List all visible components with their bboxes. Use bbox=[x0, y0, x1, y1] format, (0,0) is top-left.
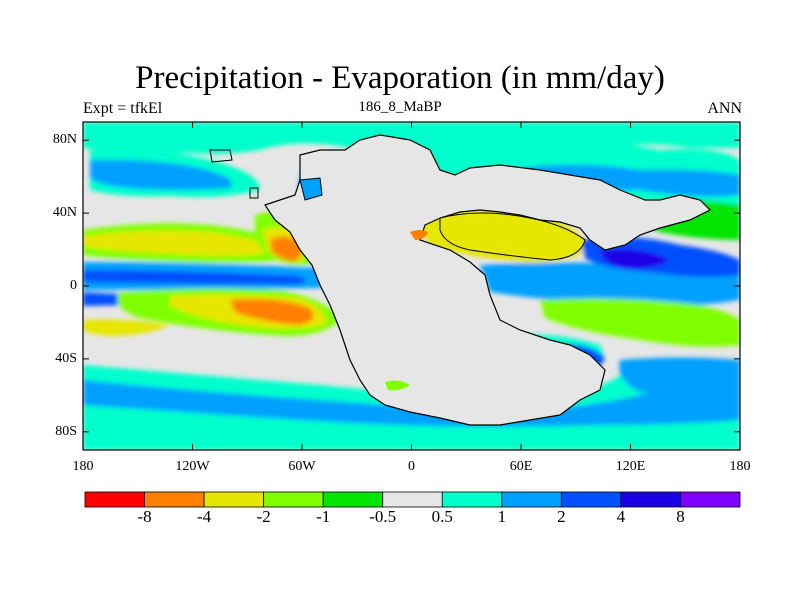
colorbar-level-label: -8 bbox=[137, 507, 152, 526]
colorbar-box bbox=[144, 491, 205, 508]
lon-tick-label: 120W bbox=[175, 459, 210, 474]
experiment-label: Expt = tfkEl bbox=[83, 100, 163, 117]
lat-tick-label: 40S bbox=[55, 350, 77, 366]
lon-tick-label: 120E bbox=[615, 459, 646, 474]
north-pacific-storm-track bbox=[90, 159, 232, 190]
lon-tick-label: 180 bbox=[729, 459, 751, 474]
east-monsoon-core bbox=[600, 248, 670, 269]
colorbar-level-label: -4 bbox=[196, 507, 212, 526]
lon-tick-label: 60W bbox=[288, 459, 316, 474]
colorbar-box bbox=[322, 491, 384, 508]
colorbar-box bbox=[382, 491, 443, 508]
south-pacific-west-yellow bbox=[83, 319, 170, 336]
lon-tick-label: 0 bbox=[408, 459, 415, 474]
tethys-coast-yellow bbox=[439, 212, 586, 261]
south-pacific-orange bbox=[230, 299, 314, 325]
colorbar-level-label: -0.5 bbox=[369, 507, 397, 526]
far-north-teal bbox=[83, 135, 250, 154]
lat-tick-label: 80S bbox=[55, 423, 77, 439]
itcz-core bbox=[83, 270, 305, 284]
colorbar-box bbox=[620, 491, 681, 508]
central-america-orange bbox=[270, 236, 302, 262]
colorbar-box bbox=[441, 491, 503, 508]
precip-field bbox=[83, 122, 740, 450]
colorbar-level-label: -1 bbox=[316, 507, 331, 526]
lat-tick-label: 0 bbox=[70, 278, 77, 293]
season-label: ANN bbox=[707, 100, 742, 117]
small-green-patch bbox=[385, 380, 410, 391]
small-island-2 bbox=[249, 187, 259, 199]
north-pacific-subtropical-yellow bbox=[83, 230, 280, 256]
southeast-green bbox=[540, 298, 740, 347]
south-indian-blue bbox=[619, 357, 740, 397]
colorbar-box bbox=[680, 491, 741, 508]
colorbar-level-label: 0.5 bbox=[431, 507, 453, 526]
colorbar-box bbox=[203, 491, 265, 508]
colorbar-level-label: -2 bbox=[256, 507, 271, 526]
lat-tick-label: 80N bbox=[52, 132, 77, 148]
colorbar-box bbox=[501, 491, 562, 508]
colorbar-level-label: 2 bbox=[557, 507, 566, 526]
southern-ocean-blue bbox=[83, 380, 740, 427]
colorbar-level-label: 8 bbox=[676, 507, 685, 526]
colorbar-level-label: 4 bbox=[616, 507, 626, 526]
small-island bbox=[209, 149, 233, 163]
colorbar-box bbox=[84, 491, 145, 508]
arctic-moist-band bbox=[83, 122, 740, 154]
lon-tick-label: 60E bbox=[509, 459, 533, 474]
colorbar-box bbox=[263, 491, 324, 508]
north-land-blue bbox=[299, 177, 323, 201]
subtitle-label: 186_8_MaBP bbox=[358, 99, 442, 115]
axis-ticks bbox=[82, 122, 741, 450]
small-orange-patch bbox=[410, 230, 428, 240]
colorbar-box bbox=[560, 491, 622, 508]
map-title: Precipitation - Evaporation (in mm/day) bbox=[135, 60, 665, 96]
lon-tick-label: 180 bbox=[72, 459, 94, 474]
colorbar-level-label: 1 bbox=[497, 507, 507, 526]
lat-tick-label: 40N bbox=[52, 205, 77, 221]
